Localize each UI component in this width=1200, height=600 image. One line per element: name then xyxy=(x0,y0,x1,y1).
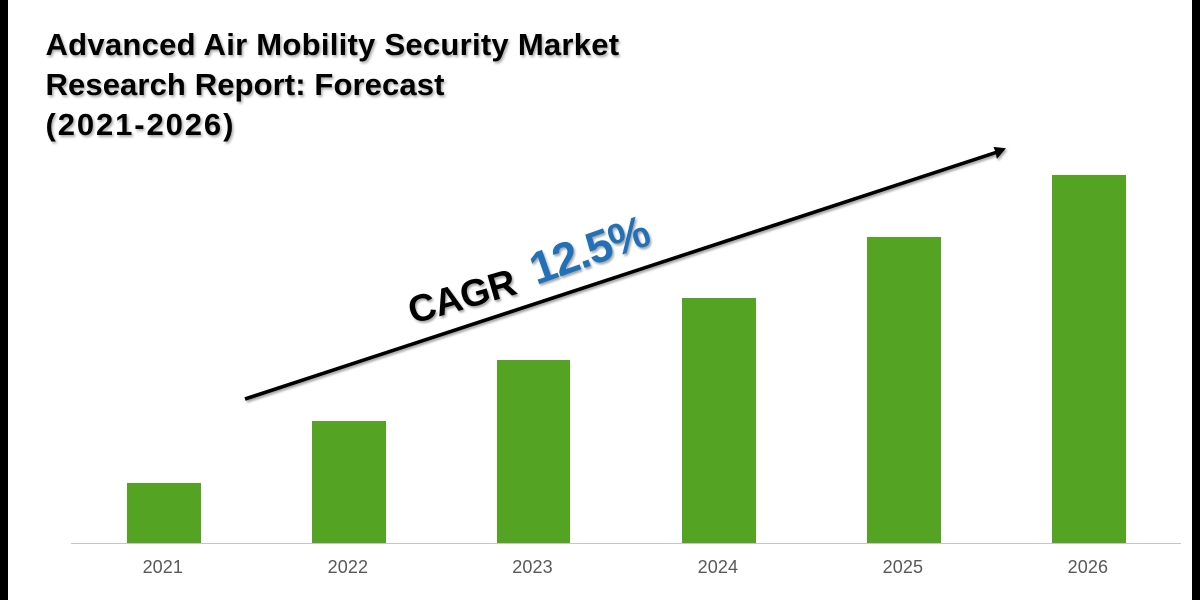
svg-text:12.5%: 12.5% xyxy=(523,205,656,294)
svg-text:CAGR: CAGR xyxy=(403,262,520,333)
